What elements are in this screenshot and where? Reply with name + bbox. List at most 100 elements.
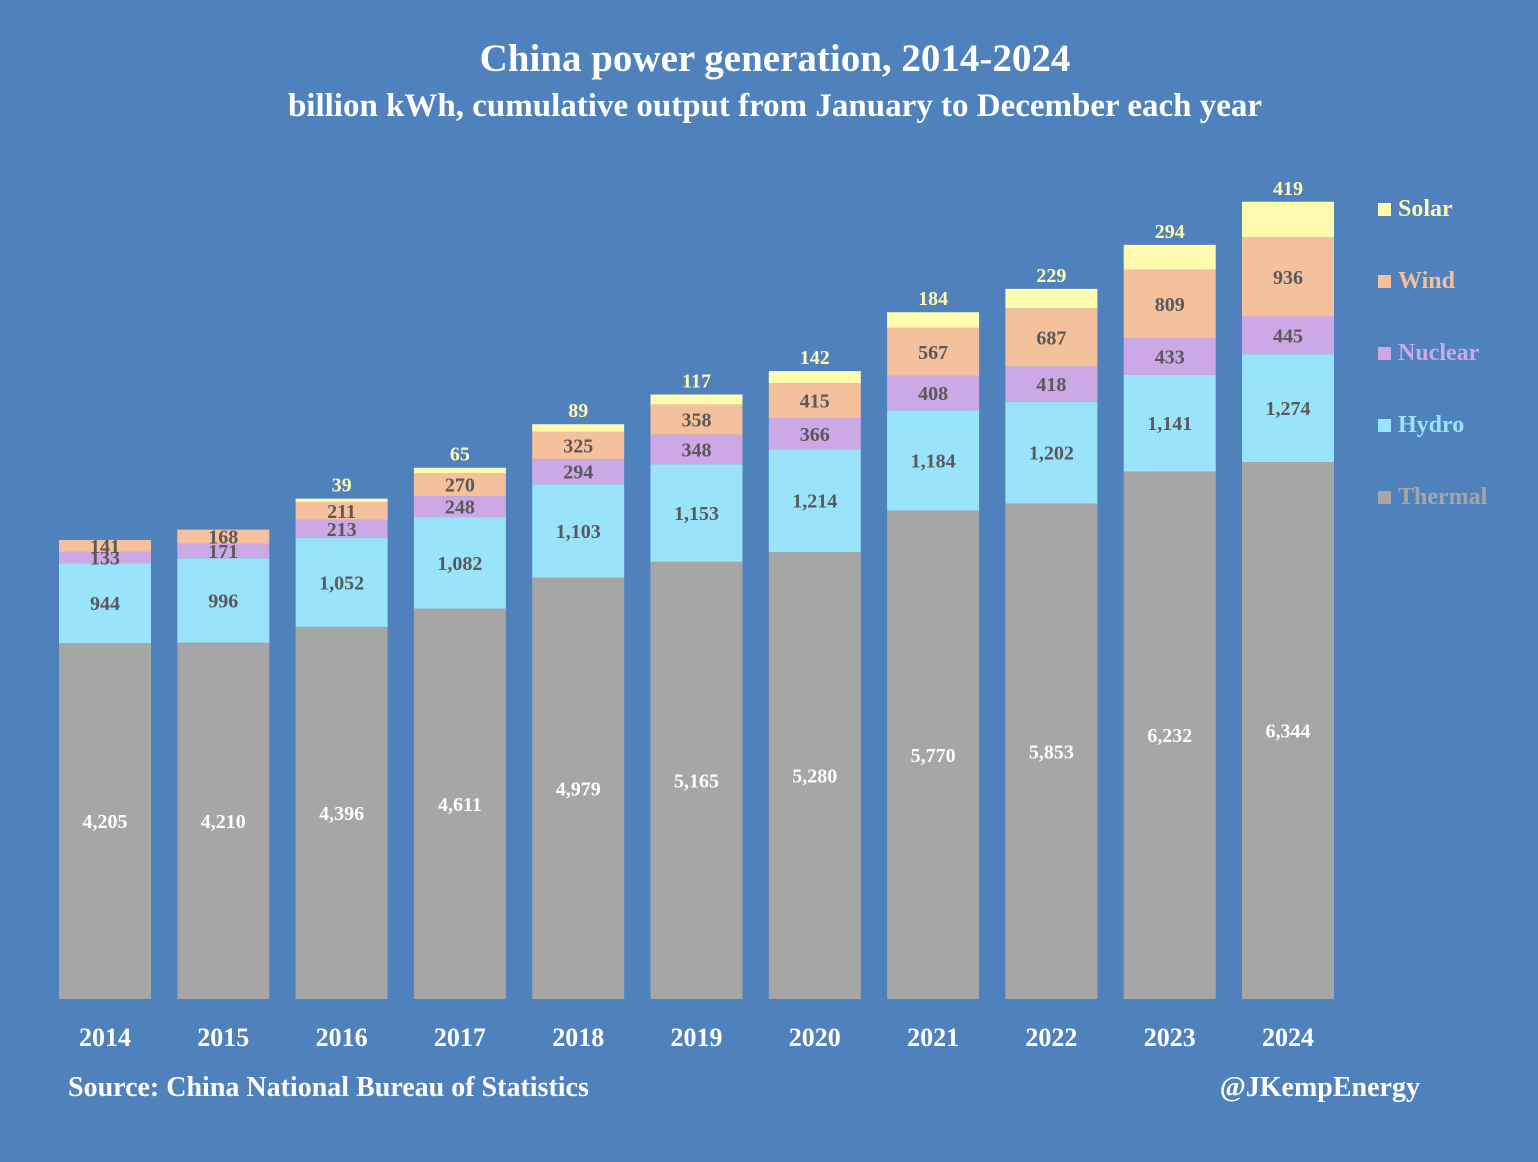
- bar-segment-wind-2022: [1005, 308, 1098, 367]
- bar-segment-hydro-2022: [1005, 401, 1098, 504]
- data-label-thermal-2017: 4,611: [438, 794, 482, 816]
- bar-segment-nuclear-2023: [1123, 338, 1216, 375]
- data-label-hydro-2024: 1,274: [1266, 398, 1311, 420]
- data-label-hydro-2016: 1,052: [319, 572, 364, 594]
- bar-segment-solar-2022: [1005, 288, 1098, 309]
- data-label-nuclear-2016: 213: [327, 519, 357, 541]
- bar-segment-wind-2019: [650, 404, 743, 435]
- legend-label-solar: Solar: [1398, 196, 1453, 222]
- legend-label-thermal: Thermal: [1398, 484, 1488, 510]
- data-label-hydro-2014: 944: [90, 593, 120, 615]
- legend-swatch-solar: [1378, 203, 1391, 216]
- x-tick-label-2022: 2022: [1025, 1023, 1077, 1052]
- data-label-wind-2014: 141: [90, 536, 120, 558]
- bar-segment-nuclear-2018: [532, 459, 625, 485]
- legend-label-hydro: Hydro: [1398, 412, 1465, 438]
- bar-segment-wind-2017: [413, 473, 506, 497]
- bar-segment-wind-2014: [59, 539, 151, 552]
- legend-swatch-hydro: [1378, 419, 1391, 432]
- bar-segment-wind-2018: [532, 431, 625, 460]
- data-label-nuclear-2024: 445: [1273, 325, 1303, 347]
- data-label-solar-2020: 142: [800, 347, 830, 369]
- data-label-wind-2015: 168: [208, 527, 238, 549]
- data-label-thermal-2014: 4,205: [83, 811, 128, 833]
- data-label-nuclear-2015: 171: [208, 541, 238, 563]
- data-label-thermal-2023: 6,232: [1147, 725, 1192, 747]
- legend-item-hydro: Hydro: [1378, 412, 1464, 439]
- legend-item-nuclear: Nuclear: [1378, 340, 1479, 367]
- data-label-solar-2019: 117: [682, 371, 711, 393]
- data-label-wind-2020: 415: [800, 391, 830, 413]
- data-label-thermal-2018: 4,979: [556, 778, 601, 800]
- data-label-nuclear-2014: 133: [90, 548, 120, 570]
- data-label-wind-2016: 211: [327, 501, 356, 523]
- data-label-solar-2024: 419: [1273, 178, 1303, 200]
- data-label-hydro-2020: 1,214: [792, 491, 837, 513]
- data-label-hydro-2021: 1,184: [911, 450, 956, 472]
- data-label-thermal-2020: 5,280: [792, 766, 837, 788]
- bar-segment-nuclear-2021: [887, 375, 980, 411]
- chart-title: China power generation, 2014-2024: [479, 37, 1071, 80]
- bar-segment-thermal-2024: [1242, 461, 1334, 999]
- bar-segment-solar-2016: [295, 498, 388, 502]
- author-credit: @JKempEnergy: [1219, 1072, 1420, 1103]
- bar-segment-thermal-2014: [59, 643, 151, 999]
- x-tick-label-2014: 2014: [79, 1023, 131, 1052]
- bar-segment-solar-2021: [887, 312, 980, 328]
- data-label-nuclear-2020: 366: [800, 424, 830, 446]
- bar-segment-wind-2024: [1242, 237, 1334, 317]
- bar-segment-hydro-2018: [532, 484, 625, 578]
- legend-label-nuclear: Nuclear: [1398, 340, 1480, 366]
- source-note: Source: China National Bureau of Statist…: [68, 1072, 589, 1103]
- bar-segment-nuclear-2024: [1242, 316, 1334, 355]
- bar-segment-hydro-2014: [59, 563, 151, 644]
- data-label-nuclear-2023: 433: [1155, 347, 1185, 369]
- legend-label-wind: Wind: [1398, 268, 1455, 294]
- bar-segment-solar-2018: [532, 424, 625, 432]
- data-label-nuclear-2021: 408: [918, 383, 948, 405]
- legend-item-solar: Solar: [1378, 196, 1453, 223]
- bar-segment-nuclear-2022: [1005, 366, 1098, 402]
- x-tick-label-2016: 2016: [316, 1023, 368, 1052]
- bar-segment-wind-2016: [295, 501, 388, 520]
- x-tick-label-2021: 2021: [907, 1023, 959, 1052]
- bar-segment-nuclear-2019: [650, 434, 743, 465]
- data-label-solar-2021: 184: [918, 288, 948, 310]
- data-label-thermal-2024: 6,344: [1266, 720, 1311, 742]
- data-label-solar-2022: 229: [1036, 265, 1066, 287]
- data-label-hydro-2018: 1,103: [556, 521, 601, 543]
- bar-segment-solar-2024: [1242, 201, 1334, 238]
- bar-segment-solar-2023: [1123, 244, 1216, 270]
- data-label-solar-2023: 294: [1155, 221, 1185, 243]
- bar-segment-hydro-2024: [1242, 354, 1334, 462]
- legend-swatch-wind: [1378, 275, 1391, 288]
- bar-segment-nuclear-2014: [59, 551, 151, 564]
- bar-segment-thermal-2021: [887, 510, 980, 999]
- bar-segment-thermal-2020: [768, 552, 861, 999]
- bar-segment-wind-2020: [768, 383, 861, 419]
- data-label-thermal-2015: 4,210: [201, 811, 246, 833]
- data-label-hydro-2022: 1,202: [1029, 443, 1074, 465]
- data-label-hydro-2019: 1,153: [674, 503, 719, 525]
- bar-segment-thermal-2022: [1005, 503, 1098, 999]
- legend-item-wind: Wind: [1378, 268, 1455, 295]
- data-label-thermal-2019: 5,165: [674, 770, 719, 792]
- data-label-nuclear-2022: 418: [1036, 374, 1066, 396]
- bar-segment-wind-2023: [1123, 269, 1216, 339]
- data-label-thermal-2022: 5,853: [1029, 741, 1074, 763]
- bar-segment-hydro-2017: [413, 517, 506, 609]
- data-label-solar-2017: 65: [450, 444, 470, 466]
- bar-segment-thermal-2018: [532, 577, 625, 999]
- data-label-wind-2022: 687: [1036, 327, 1066, 349]
- data-label-solar-2018: 89: [568, 400, 588, 422]
- bar-segment-hydro-2016: [295, 537, 388, 627]
- bar-segment-thermal-2019: [650, 561, 743, 999]
- bar-segment-thermal-2023: [1123, 471, 1216, 1000]
- bar-segment-wind-2015: [177, 529, 270, 544]
- bar-segment-hydro-2021: [887, 410, 980, 511]
- x-tick-label-2015: 2015: [197, 1023, 249, 1052]
- bar-segment-solar-2017: [413, 467, 506, 474]
- data-label-wind-2024: 936: [1273, 267, 1303, 289]
- chart-subtitle: billion kWh, cumulative output from Janu…: [287, 88, 1263, 124]
